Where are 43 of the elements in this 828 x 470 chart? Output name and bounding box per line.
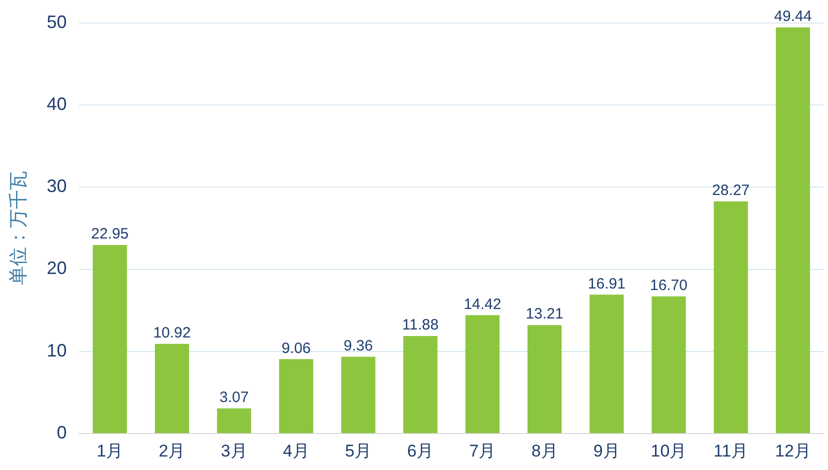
y-tick-label: 10 <box>46 340 67 360</box>
x-tick-label: 1月 <box>96 441 124 460</box>
x-tick-label: 9月 <box>593 441 620 460</box>
y-tick-label: 20 <box>46 258 67 278</box>
bar <box>527 325 562 434</box>
x-tick-label: 10月 <box>650 441 687 460</box>
bar <box>154 344 190 434</box>
x-tick-label: 4月 <box>282 441 310 460</box>
data-label: 11.88 <box>402 316 439 334</box>
data-label: 9.06 <box>282 340 311 357</box>
y-tick-label: 40 <box>46 94 67 114</box>
data-label: 16.70 <box>650 277 688 294</box>
bar <box>92 245 127 434</box>
y-axis-title: 单位：万千瓦 <box>8 171 30 286</box>
bar <box>652 296 686 434</box>
data-label: 14.42 <box>464 296 502 313</box>
x-tick-label: 12月 <box>774 441 811 460</box>
y-tick-label: 50 <box>46 12 67 32</box>
x-tick-label: 5月 <box>345 441 372 460</box>
x-tick-label: 3月 <box>220 441 248 460</box>
x-tick-label: 8月 <box>531 441 558 460</box>
x-tick-label: 2月 <box>158 441 186 460</box>
x-tick-label: 11月 <box>714 441 748 460</box>
data-label: 49.44 <box>774 8 812 26</box>
data-label: 13.21 <box>526 306 564 323</box>
y-tick-label: 0 <box>56 422 67 443</box>
data-label: 22.95 <box>91 226 129 243</box>
bar <box>279 359 314 434</box>
bar <box>341 356 376 434</box>
bar <box>776 27 810 434</box>
bar <box>465 315 500 434</box>
bar <box>590 294 624 434</box>
bar <box>216 408 252 434</box>
data-label: 3.07 <box>219 389 249 406</box>
data-label: 28.27 <box>712 182 750 199</box>
x-tick-label: 6月 <box>407 441 434 460</box>
data-label: 9.36 <box>344 337 373 354</box>
x-tick-label: 7月 <box>469 441 496 460</box>
y-tick-label: 30 <box>46 176 67 196</box>
data-label: 16.91 <box>588 275 626 292</box>
bar <box>403 336 438 434</box>
data-label: 10.92 <box>153 324 191 342</box>
bar <box>714 201 748 434</box>
